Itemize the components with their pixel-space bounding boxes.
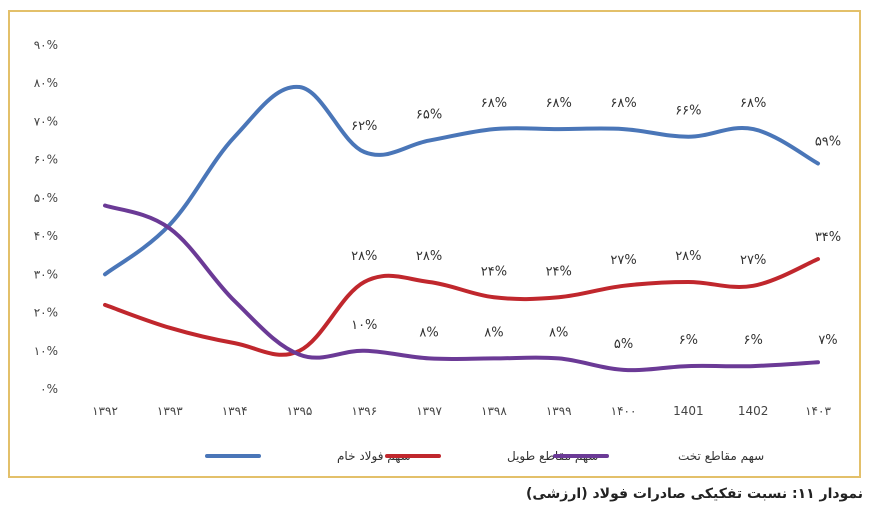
y-tick-label: ۷۰% — [34, 114, 58, 128]
data-label: ۲۷% — [610, 253, 636, 268]
x-tick-label: 1401 — [673, 404, 704, 418]
data-label: ۶۲% — [351, 119, 377, 134]
y-tick-label: ۰% — [40, 382, 58, 396]
x-tick-label: ۱۳۹۷ — [416, 404, 442, 418]
data-label: ۲۸% — [351, 249, 377, 264]
y-tick-label: ۳۰% — [34, 267, 58, 281]
chart-frame: ۰% ۱۰% ۲۰% ۳۰% ۴۰% ۵۰% ۶۰% ۷۰% ۸۰% ۹۰% ۱۳۹۲ ۱۳۹۳ ۱۳… — [8, 10, 861, 478]
data-label: ۷% — [818, 333, 837, 348]
data-label: ۸% — [484, 325, 503, 340]
x-tick-label: ۱۴۰۳ — [805, 404, 831, 418]
data-label: ۱۰% — [351, 318, 377, 333]
data-labels: ۶۲% ۶۵% ۶۸% ۶۸% ۶۸% ۶۶% ۶۸% ۵۹% ۲۸% ۲۸% ۲۴% ۲۴% ۲۷% ۲… — [351, 96, 841, 352]
y-tick-label: ۵۰% — [34, 191, 58, 205]
data-label: ۶۵% — [416, 108, 442, 123]
y-tick-label: ۴۰% — [34, 229, 58, 243]
chart-caption: نمودار ۱۱: نسبت تفکیکی صادرات فولاد (ارز… — [525, 486, 863, 502]
data-label: ۲۴% — [481, 264, 507, 279]
x-tick-label: ۱۳۹۵ — [287, 404, 313, 418]
data-label: ۸% — [419, 325, 438, 340]
data-label: ۵۹% — [815, 134, 841, 149]
x-tick-label: ۱۴۰۰ — [611, 404, 637, 418]
data-label: ۵% — [614, 337, 633, 352]
line-chart: ۰%۱۰%۲۰%۳۰%۴۰%۵۰%۶۰%۷۰%۸۰%۹۰% ۱۳۹۲ ۱۳۹۳ ۱۳… — [34, 38, 841, 464]
x-axis-labels: ۱۳۹۲ ۱۳۹۳ ۱۳۹۴ ۱۳۹۵ ۱۳۹۶ ۱۳۹۷ ۱۳۹۸ ۱۳۹۹ ۱۴۰۰ 1401… — [92, 404, 831, 418]
y-tick-label: ۶۰% — [34, 153, 58, 167]
legend: سهم فولاد خام سهم مقاطع طویل سهم مقاطع تخت — [205, 449, 764, 464]
x-tick-label: ۱۳۹۹ — [546, 404, 572, 418]
data-label: ۲۸% — [675, 249, 701, 264]
y-axis-labels: ۰% ۱۰% ۲۰% ۳۰% ۴۰% ۵۰% ۶۰% ۷۰% ۸۰% ۹۰% — [34, 38, 58, 396]
legend-label: سهم مقاطع طویل — [507, 449, 598, 464]
series-lines — [103, 85, 820, 373]
data-label: ۶۸% — [546, 96, 572, 111]
data-label: ۸% — [549, 325, 568, 340]
series-line-flat-products — [103, 203, 820, 373]
data-label: ۶۸% — [481, 96, 507, 111]
y-tick-label: ۹۰% — [34, 38, 58, 52]
x-tick-label: ۱۳۹۴ — [222, 404, 248, 418]
y-tick-label: ۲۰% — [34, 306, 58, 320]
data-label: ۶% — [744, 333, 763, 348]
x-tick-label: ۱۳۹۸ — [481, 404, 507, 418]
series-line-crude-steel — [103, 85, 820, 277]
legend-label: سهم مقاطع تخت — [678, 449, 764, 463]
data-label: ۲۴% — [546, 264, 572, 279]
data-label: ۶۶% — [675, 104, 701, 119]
data-label: ۲۸% — [416, 249, 442, 264]
data-label: ۲۷% — [740, 253, 766, 268]
data-label: ۶% — [679, 333, 698, 348]
x-tick-label: ۱۳۹۳ — [157, 404, 183, 418]
data-label: ۳۴% — [815, 230, 841, 245]
y-tick-label: ۱۰% — [34, 344, 58, 358]
series-line-long-products — [103, 257, 820, 357]
y-tick-label: ۸۰% — [34, 76, 58, 90]
x-tick-label: 1402 — [738, 404, 769, 418]
data-label: ۶۸% — [610, 96, 636, 111]
x-tick-label: ۱۳۹۲ — [92, 404, 118, 418]
data-label: ۶۸% — [740, 96, 766, 111]
x-tick-label: ۱۳۹۶ — [351, 404, 377, 418]
legend-label: سهم فولاد خام — [337, 449, 411, 464]
